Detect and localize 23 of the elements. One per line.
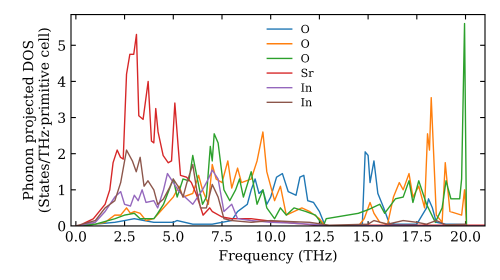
x-tick-label: 7.5 xyxy=(212,231,232,242)
y-tick-label: 4 xyxy=(58,76,66,87)
legend-label: O xyxy=(301,39,310,48)
y-tick-label: 3 xyxy=(58,112,66,124)
x-tick-label: 15.0 xyxy=(354,231,383,242)
legend-label: Sr xyxy=(302,68,314,78)
y-tick-label: 2 xyxy=(58,148,65,159)
x-tick-label: 10.0 xyxy=(256,231,286,242)
y-axis-title: Phonon projected DOS (States/THz·primitive cell) xyxy=(22,28,52,212)
x-axis-title: Frequency (THz) xyxy=(219,250,336,264)
y-tick-label: 1 xyxy=(58,184,64,196)
y-tick-label: 5 xyxy=(58,40,66,51)
legend-label: O xyxy=(301,54,310,62)
x-tick-label: 2.5 xyxy=(114,231,135,242)
legend-label: In xyxy=(301,83,312,92)
legend-label: O xyxy=(301,24,310,34)
x-tick-label: 5.0 xyxy=(163,231,184,242)
legend-label: In xyxy=(301,98,312,106)
x-tick-label: 20.0 xyxy=(450,231,480,242)
y-tick-label: 0 xyxy=(58,220,66,232)
x-tick-label: 17.5 xyxy=(403,231,432,242)
x-tick-label: 0.0 xyxy=(66,231,86,242)
x-tick-label: 12.5 xyxy=(306,231,334,242)
